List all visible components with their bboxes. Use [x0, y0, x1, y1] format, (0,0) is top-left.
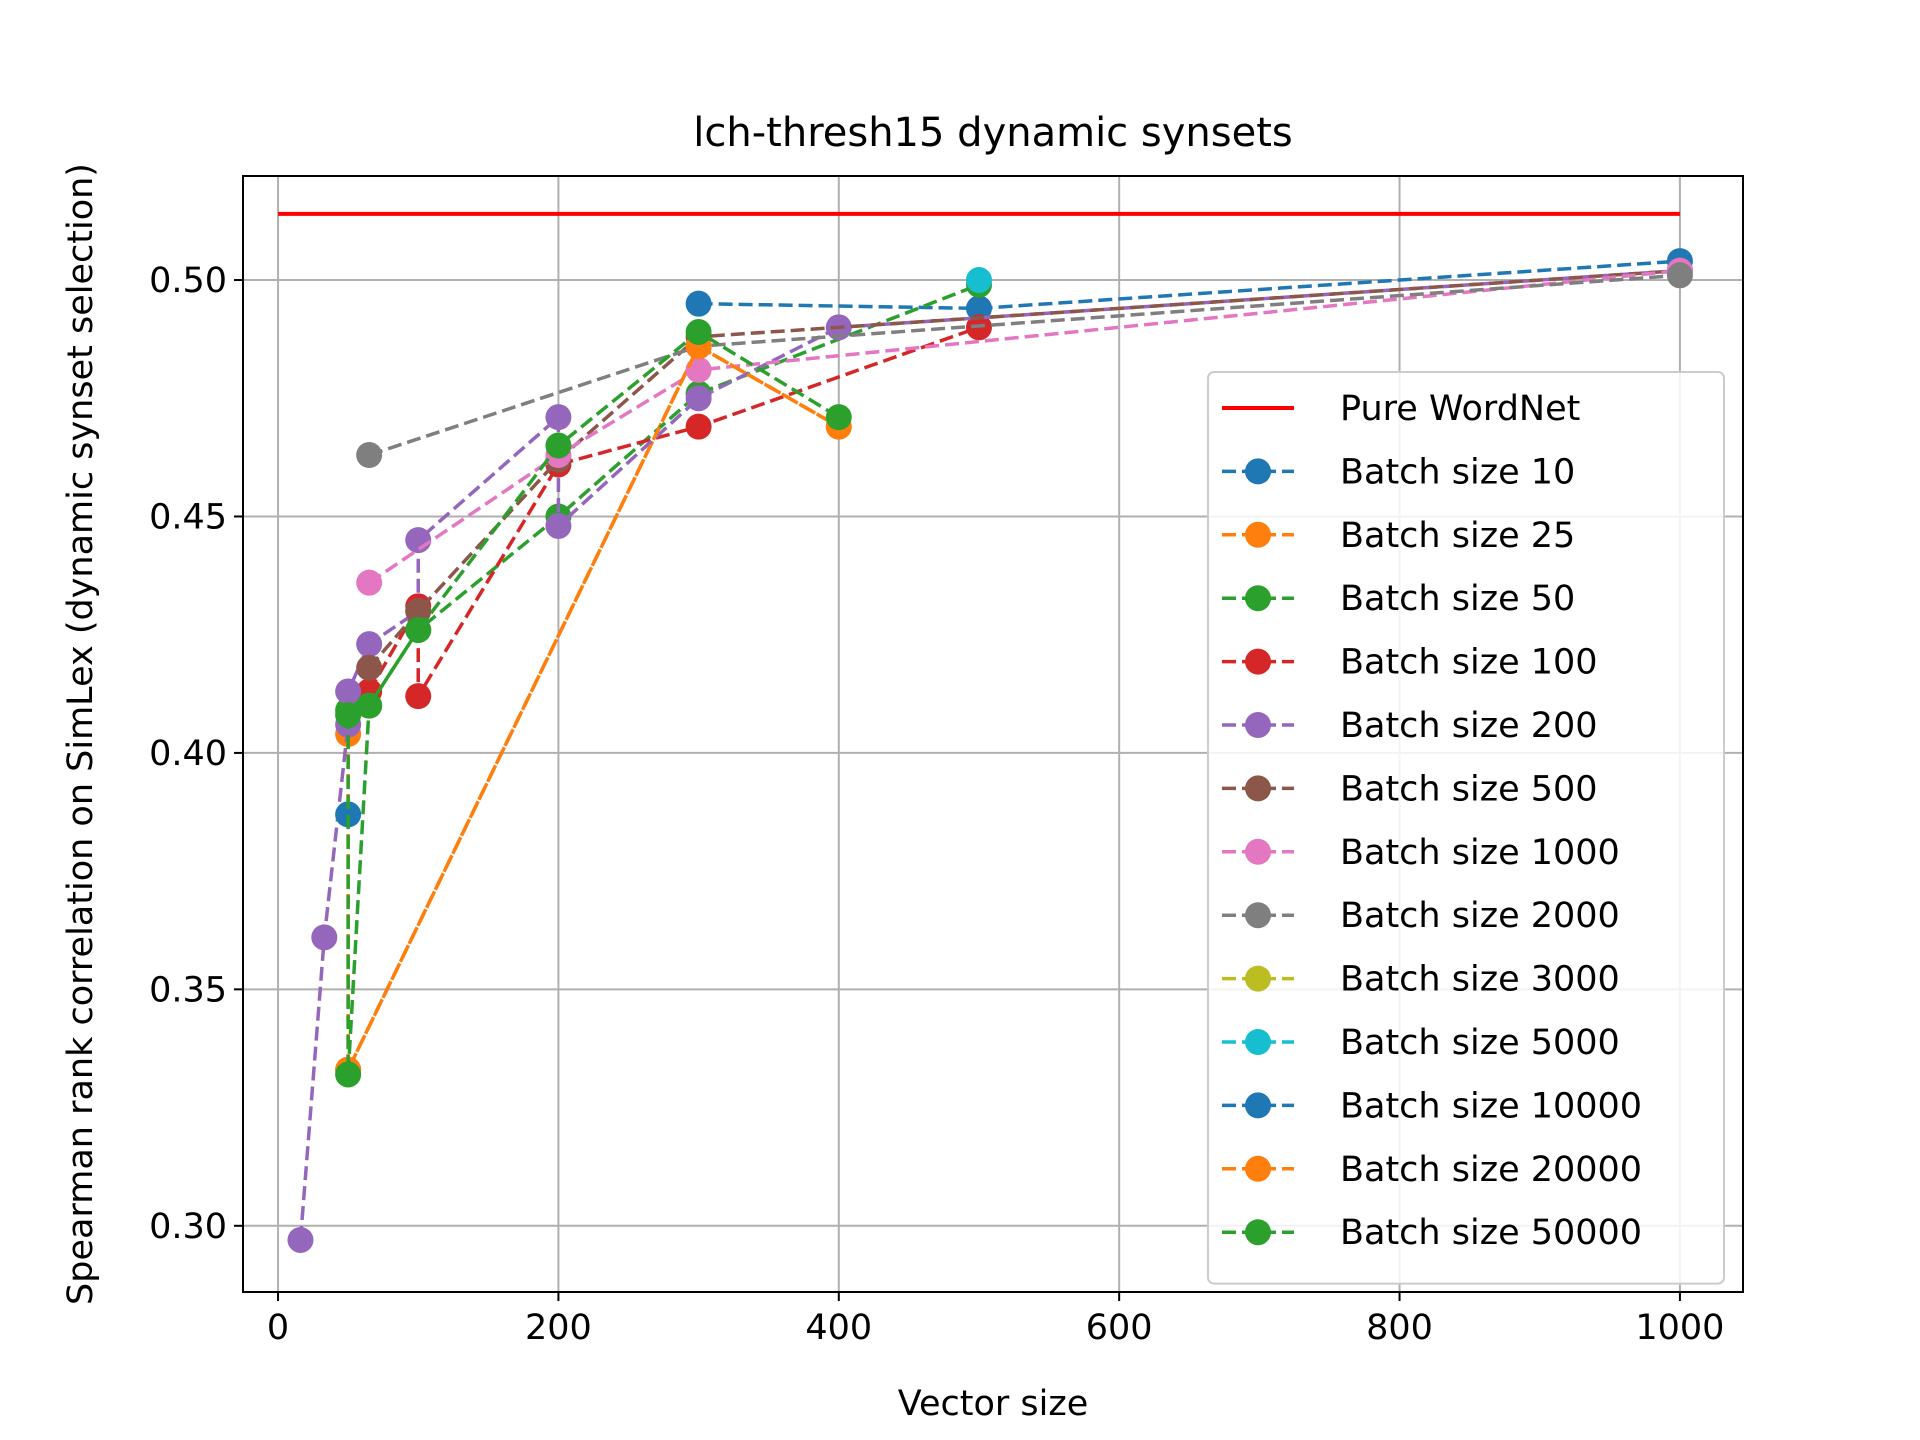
data-point — [405, 598, 432, 625]
data-point — [311, 924, 338, 951]
legend-marker — [1245, 521, 1271, 548]
legend-label: Batch size 200 — [1340, 706, 1598, 746]
y-tick-label: 0.30 — [149, 1207, 227, 1247]
legend-entry: Batch size 25 — [1222, 516, 1575, 556]
series-11 — [335, 801, 362, 828]
data-point — [287, 1226, 314, 1253]
legend-marker — [1245, 648, 1271, 675]
legend-label: Batch size 2000 — [1340, 896, 1620, 936]
legend-entry: Batch size 10000 — [1222, 1086, 1642, 1126]
legend-marker — [1245, 712, 1271, 738]
legend-marker — [1245, 838, 1271, 865]
legend: Pure WordNet Batch size 10 Batch size 25 Ba… — [1207, 371, 1725, 1285]
y-axis-label: Spearman rank correlation on SimLex (dyn… — [61, 163, 101, 1305]
legend-entry: Batch size 20000 — [1222, 1150, 1642, 1190]
legend-label: Batch size 5000 — [1340, 1023, 1620, 1063]
y-tick-label: 0.40 — [149, 734, 227, 774]
legend-label: Pure WordNet — [1340, 389, 1580, 429]
legend-label: Batch size 100 — [1340, 643, 1598, 683]
legend-marker — [1245, 965, 1271, 992]
legend-entry: Batch size 10 — [1222, 452, 1575, 492]
y-tick-label: 0.35 — [149, 970, 227, 1010]
legend-entry: Batch size 100 — [1222, 643, 1598, 683]
data-point — [1666, 262, 1693, 289]
data-point — [405, 527, 432, 554]
legend-box — [1207, 371, 1725, 1285]
axes-frame — [242, 175, 1744, 1293]
legend-label: Batch size 500 — [1340, 769, 1598, 809]
legend-marker — [1245, 458, 1271, 485]
data-point — [965, 295, 992, 322]
legend-marker — [1245, 585, 1271, 612]
legend-label: Batch size 10 — [1340, 452, 1575, 492]
data-point — [405, 683, 432, 710]
x-tick-label: 0 — [267, 1308, 289, 1348]
legend-entry: Batch size 50 — [1222, 579, 1575, 619]
data-point — [356, 442, 383, 468]
data-point — [335, 1061, 362, 1088]
legend-label: Batch size 1000 — [1340, 833, 1620, 873]
data-point — [335, 678, 362, 705]
legend-label: Batch size 10000 — [1340, 1086, 1642, 1126]
series-10 — [965, 267, 992, 294]
legend-entry: Batch size 2000 — [1222, 896, 1620, 936]
legend-label: Batch size 3000 — [1340, 960, 1620, 1000]
legend-entry: Batch size 200 — [1222, 706, 1598, 746]
legend-entry: Pure WordNet — [1222, 389, 1580, 429]
data-point — [685, 385, 712, 412]
legend-marker — [1245, 1219, 1271, 1246]
legend-label: Batch size 20000 — [1340, 1150, 1642, 1190]
legend-marker — [1245, 1029, 1271, 1055]
series-line — [368, 268, 1681, 585]
axis-ticks: 0 200 400 600 800 1000 0.30 0.35 0.40 0.45 0.50 — [149, 261, 1724, 1348]
data-point — [685, 319, 712, 346]
data-point — [356, 654, 383, 681]
legend-marker — [1245, 1155, 1271, 1182]
series-13 — [335, 319, 852, 1088]
data-point — [545, 512, 572, 539]
legend-entry: Batch size 1000 — [1222, 833, 1620, 873]
data-point — [825, 404, 852, 431]
legend-label: Batch size 25 — [1340, 516, 1575, 556]
data-point — [545, 432, 572, 459]
legend-entry: Batch size 3000 — [1222, 960, 1620, 1000]
y-tick-label: 0.50 — [149, 261, 227, 301]
plot-series — [278, 211, 1693, 1253]
legend-label: Batch size 50000 — [1340, 1213, 1642, 1253]
x-tick-label: 200 — [525, 1308, 592, 1348]
legend-entry: Batch size 500 — [1222, 769, 1598, 809]
data-point — [685, 290, 712, 317]
x-tick-label: 400 — [805, 1308, 872, 1348]
data-point — [685, 413, 712, 440]
data-point — [356, 692, 383, 719]
legend-marker — [1245, 775, 1271, 802]
data-point — [685, 356, 712, 383]
y-tick-label: 0.45 — [149, 497, 227, 537]
legend-entry: Batch size 50000 — [1222, 1213, 1642, 1253]
series-line — [298, 268, 1681, 1241]
data-point — [356, 631, 383, 658]
x-tick-label: 1000 — [1635, 1308, 1724, 1348]
data-point — [405, 616, 432, 643]
x-tick-label: 600 — [1086, 1308, 1153, 1348]
x-tick-label: 800 — [1366, 1308, 1433, 1348]
legend-label: Batch size 50 — [1340, 579, 1575, 619]
x-axis-label: Vector size — [898, 1384, 1089, 1424]
data-point — [356, 569, 383, 596]
chart-title: lch-thresh15 dynamic synsets — [693, 110, 1292, 156]
data-point — [335, 702, 362, 729]
data-point — [335, 801, 362, 828]
legend-marker — [1245, 902, 1271, 929]
legend-entry: Batch size 5000 — [1222, 1023, 1620, 1063]
legend-marker — [1245, 1092, 1271, 1119]
data-point — [965, 267, 992, 294]
data-point — [545, 404, 572, 431]
